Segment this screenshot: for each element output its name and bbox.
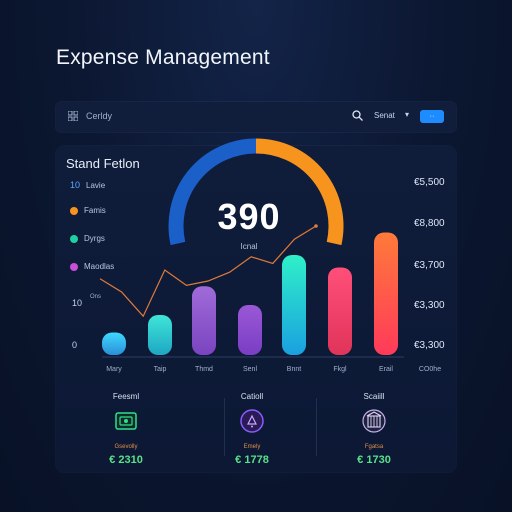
summary-subtitle: Emely — [243, 444, 261, 450]
right-axis-label: CO0he — [418, 366, 442, 373]
summary-amount: € 1778 — [235, 454, 269, 466]
divider — [224, 398, 225, 456]
legend-label: Dyrgs — [84, 234, 105, 243]
orange-dot-icon — [70, 206, 78, 215]
gauge-arc-orange — [255, 138, 344, 246]
page-title: Expense Management — [56, 46, 270, 69]
x-axis-label: Thmd — [195, 366, 213, 373]
bar-fkgl[interactable] — [328, 267, 352, 356]
x-axis-label: Taip — [153, 366, 167, 373]
summary-title: Catioll — [240, 392, 264, 401]
filter-dropdown[interactable]: Senat — [374, 111, 395, 120]
bar-erail[interactable] — [374, 232, 398, 356]
section-title: Stand Fetlon — [66, 156, 140, 171]
bar-senl[interactable] — [238, 305, 262, 355]
summary-card-catioll[interactable]: Catioll Emely € 1778 — [212, 392, 292, 466]
x-axis-label: Fkgl — [333, 366, 347, 373]
bar-bnnt[interactable] — [282, 255, 306, 355]
summary-card-feesml[interactable]: Feesml Gsevolly € 2310 — [86, 392, 166, 466]
legend-label: Lavie — [86, 180, 106, 190]
line-label: Ons — [90, 294, 101, 300]
toolbar: Cerldy Senat ▾ ·· — [56, 102, 456, 132]
summary-card-scaiill[interactable]: Scaiill Fgatsa € 1730 — [334, 392, 414, 466]
summary-title: Scaiill — [363, 392, 385, 401]
legend-item-famis: Famis — [70, 206, 106, 215]
gauge-value: 390 — [217, 196, 281, 237]
building-icon — [362, 409, 386, 433]
y-axis-left-tick: 10 — [72, 298, 83, 308]
legend-item-lavie: 10 Lavie — [70, 180, 105, 190]
legend-label: Famis — [84, 206, 106, 215]
search-icon[interactable] — [352, 110, 363, 121]
summary-subtitle: Fgatsa — [364, 444, 384, 450]
summary-amount: € 1730 — [357, 454, 391, 466]
trend-line-endpoint — [314, 224, 318, 228]
bar-thmd[interactable] — [192, 286, 216, 355]
teal-dot-icon — [70, 234, 78, 243]
bar-mary[interactable] — [102, 332, 126, 356]
y-axis-left-tick: 0 — [72, 340, 78, 350]
x-axis-label: Mary — [106, 366, 122, 373]
divider — [316, 398, 317, 456]
gauge-arc-blue — [168, 138, 257, 246]
y-axis-right-tick: €3,300 — [414, 300, 445, 311]
gauge-label: Icnal — [240, 242, 258, 251]
line-series — [99, 224, 318, 318]
legend-item-maodlas: Maodlas — [70, 262, 114, 271]
toolbar-label: Cerldy — [86, 111, 113, 121]
y-axis-right-tick: €3,300 — [414, 340, 445, 351]
x-axis-label: Bnnt — [286, 366, 302, 373]
legend-item-dyrgs: Dyrgs — [70, 234, 105, 243]
alert-icon — [240, 409, 264, 433]
summary-subtitle: Gsevolly — [114, 444, 138, 450]
bar-series — [102, 232, 398, 356]
bar-taip[interactable] — [148, 315, 172, 355]
legend-count: 10 — [70, 180, 81, 190]
action-button[interactable]: ·· — [420, 110, 444, 123]
grid-icon[interactable] — [68, 111, 78, 121]
summary-amount: € 2310 — [109, 454, 143, 466]
money-icon — [115, 412, 137, 430]
gauge — [168, 138, 344, 246]
x-axis-label: Senl — [242, 366, 257, 373]
chevron-down-icon[interactable]: ▾ — [405, 110, 410, 119]
trend-line — [99, 225, 317, 318]
y-axis-right-tick: €5,500 — [414, 177, 445, 188]
x-axis-label: Erail — [378, 366, 393, 373]
y-axis-right-tick: €8,800 — [414, 218, 445, 229]
summary-title: Feesml — [112, 392, 140, 401]
y-axis-right-tick: €3,700 — [414, 260, 445, 271]
purple-dot-icon — [70, 262, 78, 271]
legend-label: Maodlas — [84, 262, 115, 271]
